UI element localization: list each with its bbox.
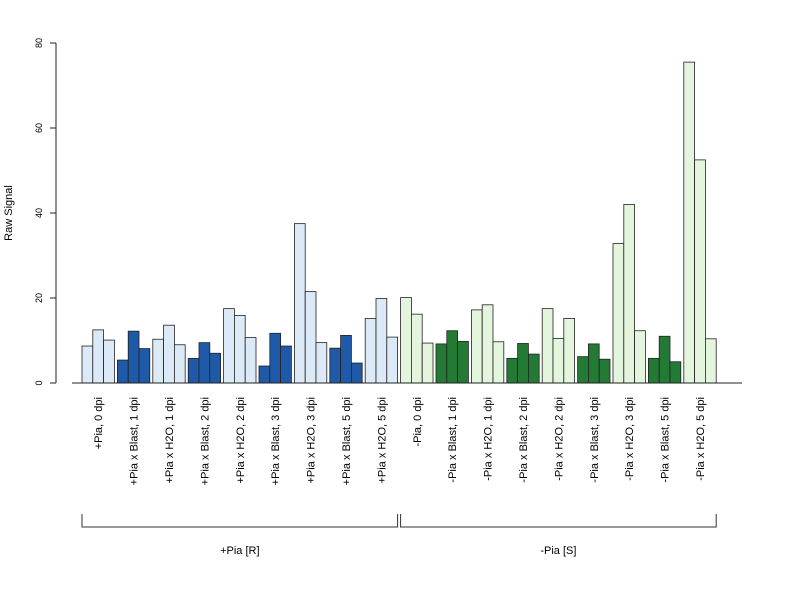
bar — [410, 313, 423, 384]
bar — [400, 297, 412, 384]
x-tick-labels: +Pia, 0 dpi +Pia x Blast, 1 dpi +Pia x H2O… — [93, 397, 707, 485]
bar — [612, 243, 625, 384]
x-tick-label: +Pia x Blast, 5 dpi — [341, 397, 353, 485]
bar — [421, 342, 434, 384]
y-tick-label: 80 — [34, 38, 44, 48]
x-tick-label: -Pia x Blast, 2 dpi — [518, 397, 530, 483]
bar — [705, 338, 717, 384]
bar — [386, 336, 398, 384]
bars-layer — [72, 61, 742, 384]
bar — [187, 357, 200, 384]
group-bracket — [400, 514, 717, 528]
bar — [293, 223, 306, 384]
x-tick-label: -Pia x Blast, 1 dpi — [447, 397, 459, 483]
group-label: -Pia [S] — [540, 545, 576, 557]
bar — [364, 317, 377, 384]
x-tick-label: -Pia x H2O, 1 dpi — [483, 397, 495, 481]
bar — [517, 343, 529, 384]
bar — [588, 343, 600, 384]
bar — [446, 330, 458, 384]
x-tick-label: +Pia x Blast, 2 dpi — [199, 397, 211, 485]
bar — [304, 291, 317, 384]
bar — [340, 334, 352, 384]
bar — [694, 159, 706, 384]
bar — [577, 356, 589, 384]
bar — [315, 342, 328, 384]
x-tick-label: +Pia x H2O, 1 dpi — [164, 397, 176, 484]
bar — [658, 335, 671, 384]
bar — [223, 308, 235, 384]
bar — [244, 337, 257, 384]
bar — [81, 345, 94, 384]
bar — [127, 330, 140, 384]
bar — [528, 353, 540, 384]
bar — [492, 341, 505, 384]
bar — [269, 332, 281, 384]
bar — [329, 347, 341, 384]
bar — [623, 204, 635, 384]
bar — [435, 343, 448, 384]
bar — [117, 359, 129, 384]
x-tick-label: -Pia x H2O, 3 dpi — [624, 397, 636, 481]
bar — [552, 337, 565, 384]
bar — [258, 365, 271, 384]
bar — [92, 329, 105, 384]
y-tick-label: 40 — [34, 208, 44, 218]
bar — [669, 361, 682, 384]
bar — [173, 344, 186, 384]
bar — [598, 358, 611, 384]
bar — [198, 342, 211, 384]
x-tick-label: -Pia x Blast, 3 dpi — [589, 397, 601, 483]
bar — [541, 308, 554, 384]
x-tick-label: -Pia x H2O, 2 dpi — [553, 397, 565, 481]
bar — [209, 352, 222, 384]
bar — [350, 362, 363, 384]
bar — [163, 324, 175, 384]
bar — [648, 357, 660, 384]
bar — [280, 345, 292, 384]
bar — [375, 298, 388, 384]
bar — [103, 339, 115, 384]
bar — [481, 304, 494, 384]
x-tick-label: +Pia x H2O, 3 dpi — [306, 397, 318, 484]
bar — [634, 330, 646, 384]
bar — [457, 340, 469, 384]
bar — [683, 61, 695, 384]
group-brackets: +Pia [R] -Pia [S] — [81, 514, 717, 557]
y-axis: 0 20 40 60 80 — [34, 38, 57, 386]
x-tick-label: +Pia x Blast, 3 dpi — [270, 397, 282, 485]
y-tick-label: 60 — [34, 123, 44, 133]
bar — [152, 338, 165, 384]
group-label: +Pia [R] — [220, 545, 259, 557]
x-tick-label: +Pia x Blast, 1 dpi — [129, 397, 141, 485]
x-tick-label: +Pia x H2O, 2 dpi — [235, 397, 247, 484]
y-tick-label: 20 — [34, 293, 44, 303]
y-tick-label: 0 — [34, 380, 44, 385]
x-tick-label: +Pia, 0 dpi — [93, 397, 105, 449]
bar — [563, 317, 575, 384]
x-tick-label: -Pia x Blast, 5 dpi — [660, 397, 672, 483]
bar — [233, 315, 246, 384]
bar — [470, 309, 483, 384]
y-axis-label: Raw Signal — [3, 185, 15, 241]
x-tick-label: -Pia, 0 dpi — [412, 397, 424, 447]
bar — [138, 348, 151, 384]
x-tick-label: +Pia x H2O, 5 dpi — [376, 397, 388, 484]
group-bracket — [81, 514, 399, 528]
bar — [506, 357, 518, 384]
x-tick-label: -Pia x H2O, 5 dpi — [695, 397, 707, 481]
